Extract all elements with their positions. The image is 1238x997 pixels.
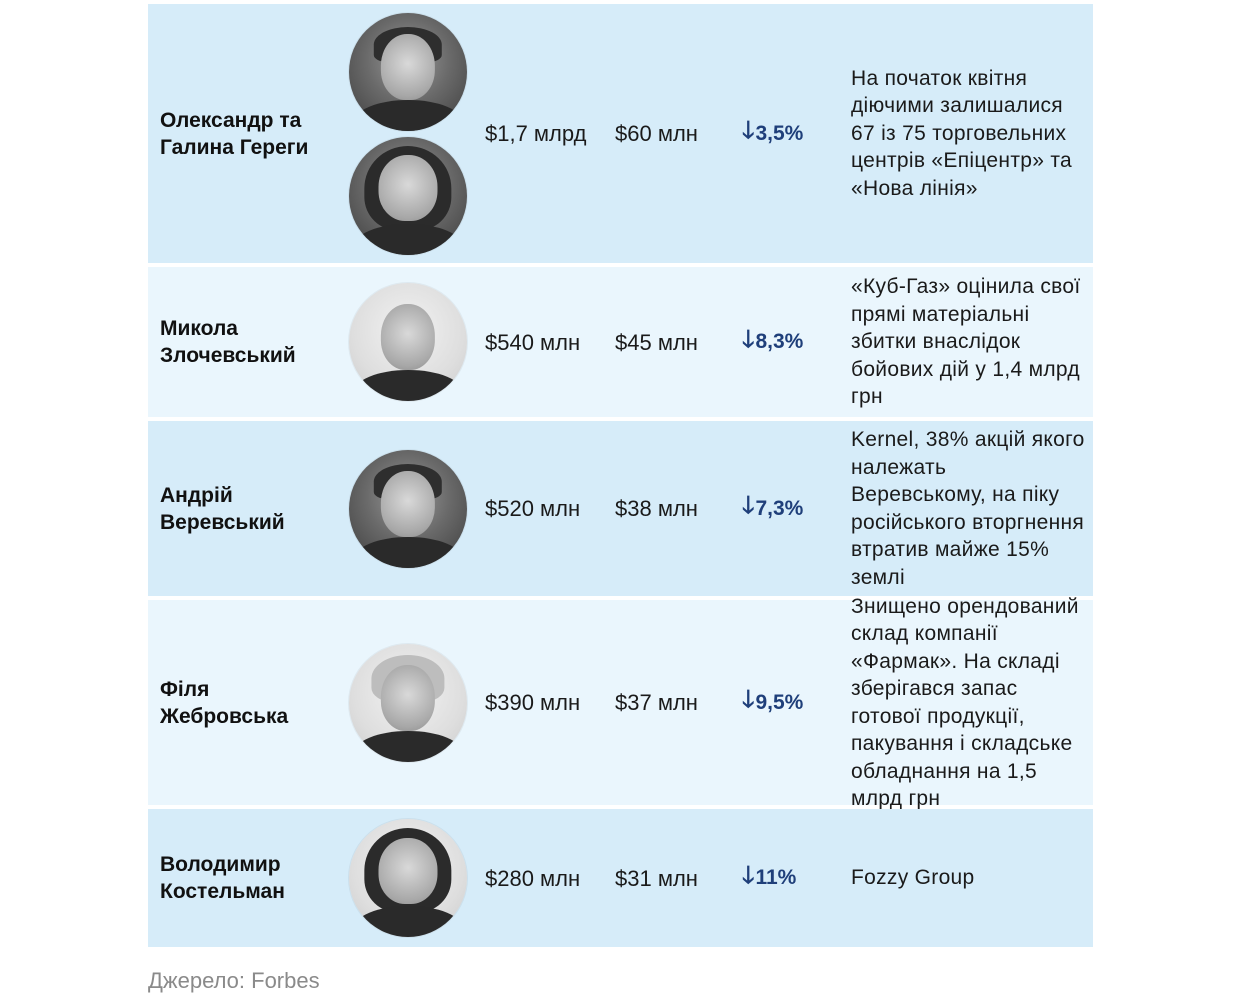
arrow-down-icon: 🡓 [742,325,755,353]
photos-cell [348,267,468,417]
loss-note: «Куб-Газ» оцінила свої прямі матеріальні… [851,275,1081,409]
change-value: 9,5% [755,690,804,714]
loss-note: На початок квітня діючими залишалися 67 … [851,66,1072,200]
table-row: Олександр та Галина Гереги $1,7 млрд $60… [148,4,1093,263]
table-top-line [148,0,1093,4]
table-row: Володимир Костельман $280 млн $31 млн 🡓 1… [148,809,1093,947]
source-caption: Джерело: Forbes [148,968,320,993]
net-worth: $1,7 млрд [485,121,587,146]
change-percent: 🡓 7,3% [742,421,842,596]
net-worth: $520 млн [485,496,581,521]
net-worth: $540 млн [485,329,581,355]
change-value: 3,5% [755,121,804,145]
arrow-down-icon: 🡓 [742,117,755,144]
photos-cell [348,4,468,263]
loss-amount: $38 млн [615,496,698,521]
change-percent: 🡓 3,5% [742,4,842,263]
photos-cell [348,421,468,596]
billionaires-losses-table: Олександр та Галина Гереги $1,7 млрд $60… [148,0,1093,947]
person-photo [349,283,467,401]
person-photo [349,819,467,937]
photos-cell [348,600,468,805]
loss-note: Знищено орендований склад компанії «Фарм… [851,594,1079,811]
arrow-down-icon: 🡓 [742,686,755,713]
loss-amount: $31 млн [615,865,698,891]
loss-amount: $60 млн [615,121,698,146]
change-percent: 🡓 8,3% [742,267,842,417]
person-name: Філя Жебровська [160,677,289,728]
person-name: Володимир Костельман [160,853,285,903]
change-value: 7,3% [755,496,804,520]
arrow-down-icon: 🡓 [742,861,755,889]
table-row: Філя Жебровська $390 млн $37 млн 🡓 9,5% З… [148,594,1093,811]
loss-note: Fozzy Group [851,866,975,890]
person-name: Микола Злочевський [160,317,296,367]
loss-amount: $45 млн [615,329,698,355]
arrow-down-icon: 🡓 [742,492,755,519]
table-row: Андрій Веревський $520 млн $38 млн 🡓 7,3%… [148,421,1093,596]
row-divider [148,596,1093,600]
photos-cell [348,809,468,947]
net-worth: $390 млн [485,690,581,715]
person-name: Олександр та Галина Гереги [160,108,309,159]
person-photo [349,136,467,255]
person-photo [349,12,467,131]
row-divider [148,263,1093,267]
person-photo [349,643,467,762]
loss-amount: $37 млн [615,690,698,715]
row-divider [148,417,1093,421]
net-worth: $280 млн [485,865,581,891]
change-value: 8,3% [755,330,804,353]
table-row: Микола Злочевський $540 млн $45 млн 🡓 8,3… [148,267,1093,417]
row-divider [148,805,1093,809]
person-name: Андрій Веревський [160,483,285,534]
change-value: 11% [755,866,797,889]
loss-note: Kernel, 38% акцій якого належать Веревсь… [851,428,1085,589]
change-percent: 🡓 11% [742,809,842,947]
person-photo [349,449,467,568]
change-percent: 🡓 9,5% [742,600,842,805]
